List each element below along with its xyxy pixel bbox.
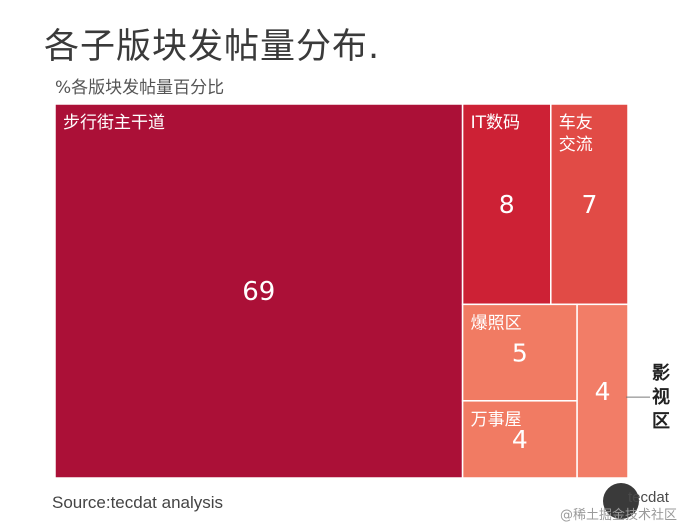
cell-value-label: 8 (499, 190, 515, 219)
cell-name-label: 步行街主干道 (63, 113, 165, 133)
chart-title: 各子版块发帖量分布. (44, 27, 381, 67)
chart-subtitle: %各版块发帖量百分比 (55, 78, 225, 98)
cell-value-label: 5 (512, 338, 528, 367)
cell-name-label: 爆照区 (471, 313, 522, 333)
cell-name-label: 交流 (559, 135, 593, 155)
cell-value-label: 4 (595, 377, 611, 406)
cell-name-label: 区 (652, 411, 670, 432)
cell-name-label: IT数码 (471, 113, 520, 133)
treemap-cell (54, 103, 464, 479)
cell-value-label: 7 (581, 190, 597, 219)
tecdat-logo-icon (603, 483, 639, 519)
cell-name-label: 影 (652, 363, 670, 384)
logo-text: tecdat (628, 489, 669, 506)
cell-name-label: 万事屋 (471, 410, 522, 430)
cell-name-label: 车友 (559, 113, 593, 133)
treemap-cell (461, 400, 578, 479)
cell-name-label: 视 (652, 386, 670, 408)
treemap-cell (576, 303, 629, 479)
cell-value-label: 69 (242, 277, 275, 307)
cell-value-label: 4 (512, 425, 528, 454)
source-note: Source:tecdat analysis (52, 493, 224, 512)
watermark: @稀土掘金技术社区 (560, 508, 678, 523)
